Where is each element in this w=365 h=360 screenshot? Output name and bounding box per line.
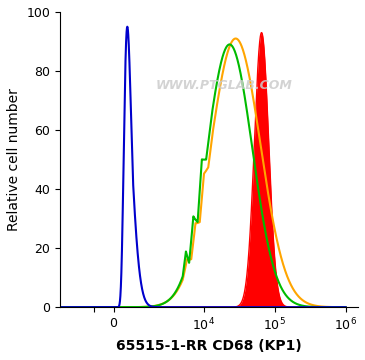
X-axis label: 65515-1-RR CD68 (KP1): 65515-1-RR CD68 (KP1) (116, 339, 302, 353)
Text: WWW.PTGLAB.COM: WWW.PTGLAB.COM (155, 79, 292, 92)
Y-axis label: Relative cell number: Relative cell number (7, 88, 21, 231)
